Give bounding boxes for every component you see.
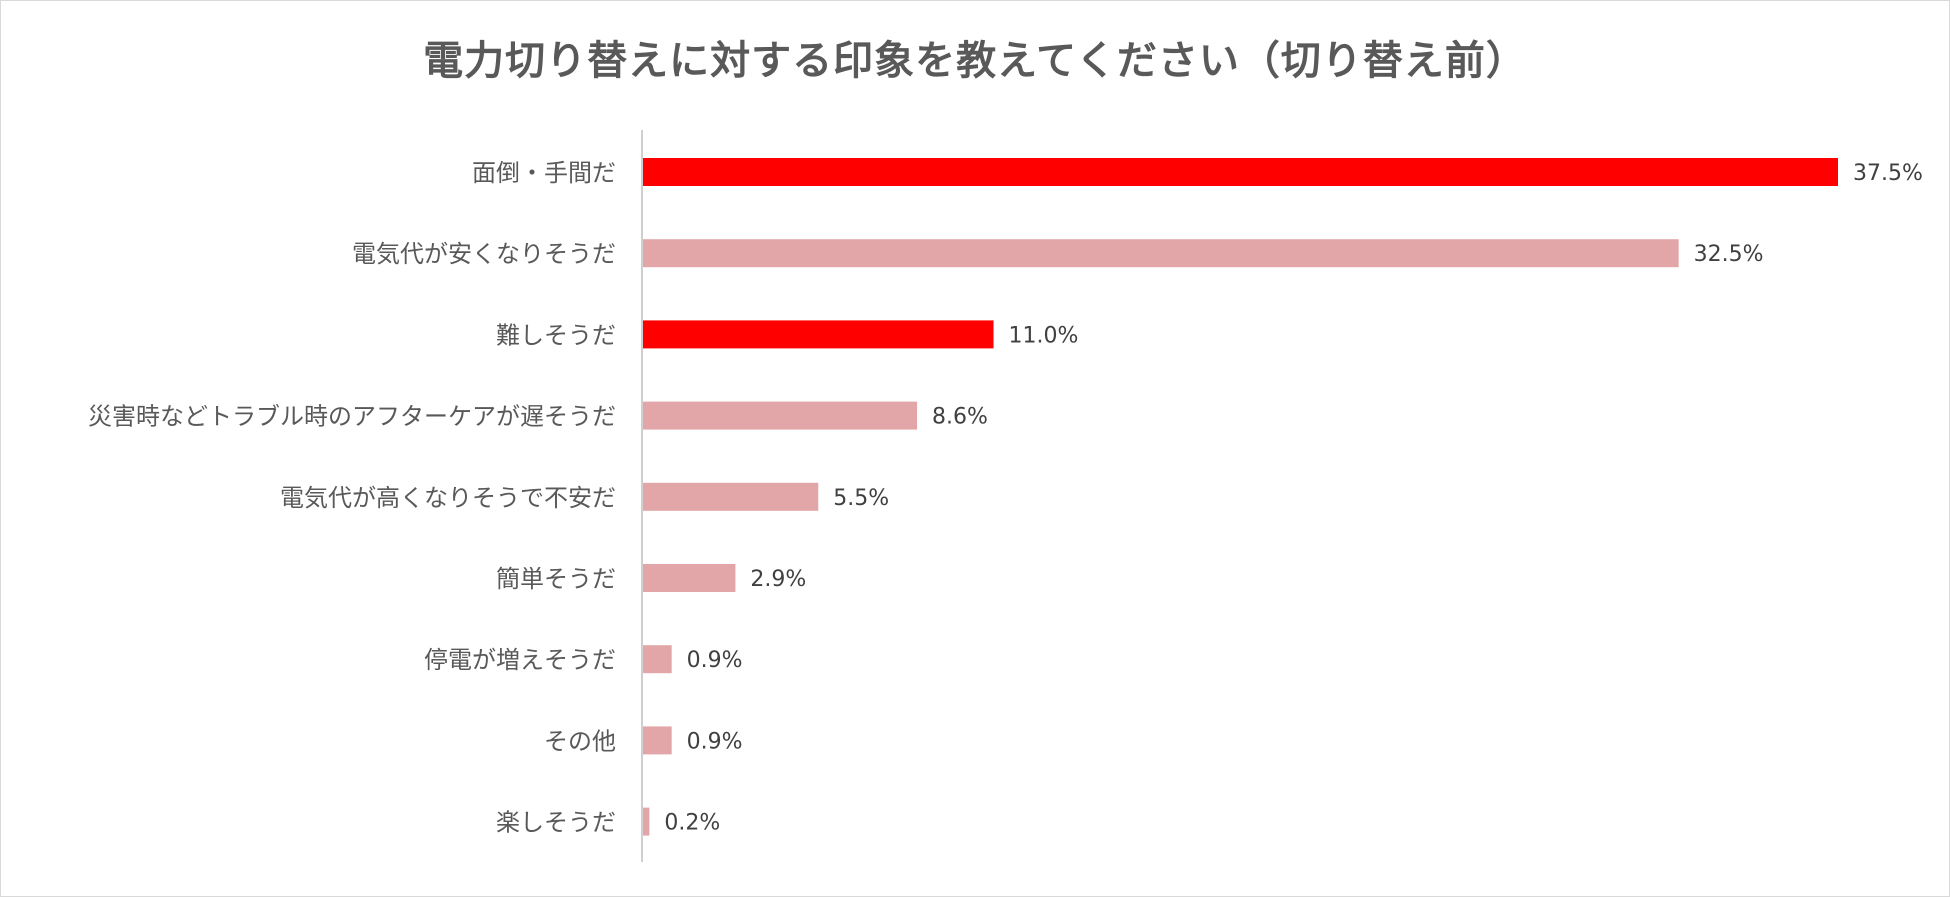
category-label-0: 面倒・手間だ	[472, 159, 616, 187]
category-label-5: 簡単そうだ	[496, 565, 616, 593]
bar-8	[643, 807, 650, 836]
value-label-2: 11.0%	[1009, 323, 1079, 348]
value-label-3: 8.6%	[932, 405, 988, 430]
value-label-0: 37.5%	[1853, 161, 1923, 186]
category-label-7: その他	[544, 727, 616, 755]
chart-title: 電力切り替えに対する印象を教えてください（切り替え前）	[423, 38, 1527, 84]
bar-3	[643, 401, 918, 430]
category-label-4: 電気代が高くなりそうで不安だ	[280, 484, 616, 512]
bar-4	[643, 482, 819, 511]
labels-layer: 面倒・手間だ 37.5% 電気代が安くなりそうだ 32.5% 難しそうだ 11.0% 災害時…	[88, 159, 1923, 837]
value-label-6: 0.9%	[687, 648, 743, 673]
bars-layer	[643, 158, 1838, 836]
bar-0	[643, 158, 1838, 186]
category-label-8: 楽しそうだ	[496, 809, 616, 837]
category-label-6: 停電が増えそうだ	[424, 646, 616, 674]
bar-5	[643, 564, 736, 592]
category-label-3: 災害時などトラブル時のアフターケアが遅そうだ	[88, 403, 616, 431]
value-label-5: 2.9%	[750, 567, 806, 592]
value-label-8: 0.2%	[664, 811, 720, 836]
category-label-2: 難しそうだ	[496, 321, 616, 349]
bar-7	[643, 726, 672, 755]
category-label-1: 電気代が安くなりそうだ	[352, 240, 616, 268]
value-label-7: 0.9%	[687, 729, 743, 754]
bar-2	[643, 320, 994, 349]
bar-1	[643, 239, 1679, 268]
value-label-4: 5.5%	[833, 486, 889, 511]
value-label-1: 32.5%	[1694, 242, 1764, 267]
bar-6	[643, 645, 672, 674]
